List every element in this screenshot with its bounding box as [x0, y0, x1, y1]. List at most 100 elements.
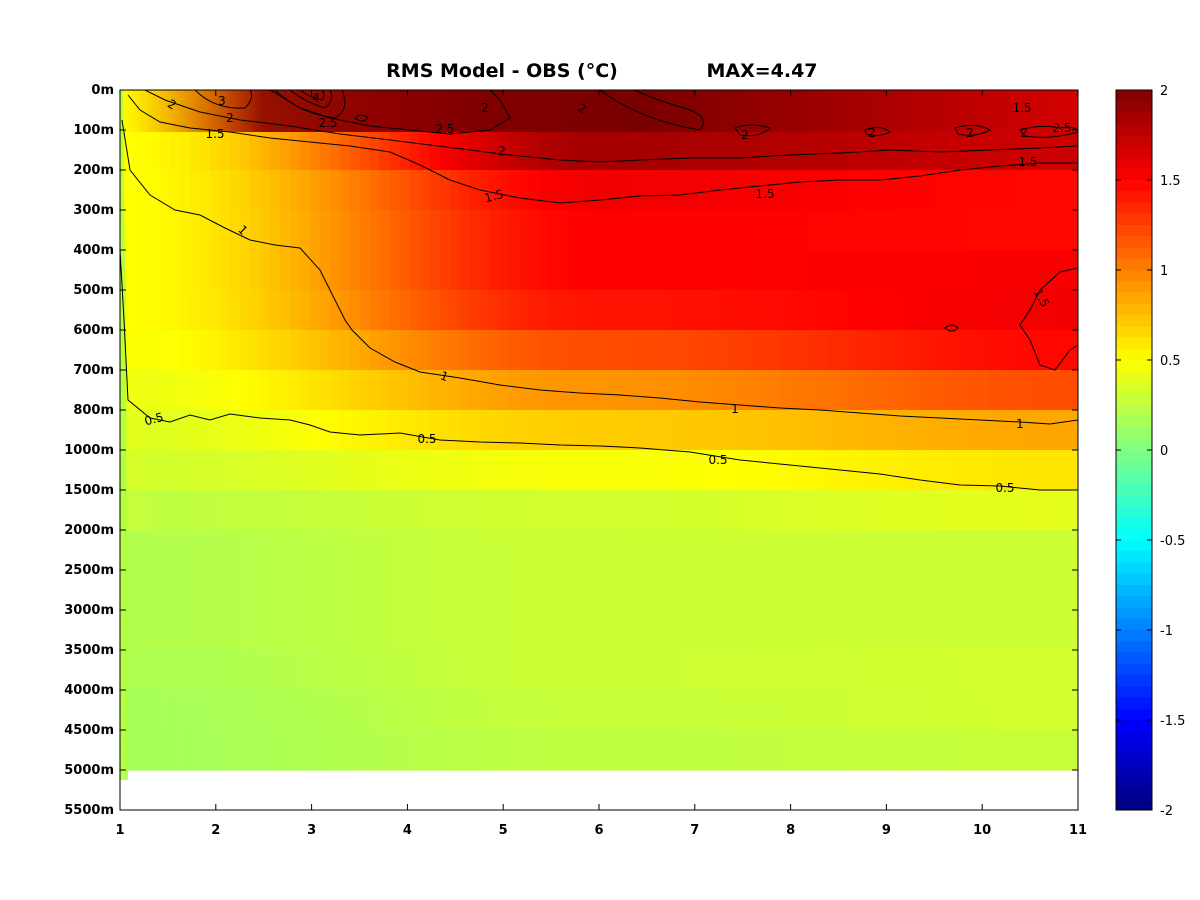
- heatmap-cell: [918, 410, 929, 451]
- heatmap-cell: [638, 490, 650, 531]
- heatmap-cell: [718, 450, 730, 491]
- heatmap-cell: [608, 290, 620, 331]
- heatmap-cell: [738, 570, 750, 611]
- heatmap-cell: [778, 410, 790, 451]
- heatmap-cell: [678, 610, 690, 651]
- x-tick-label: 1: [115, 823, 124, 838]
- colorbar-tick-label: 2: [1160, 84, 1168, 99]
- heatmap-cell: [758, 730, 770, 771]
- heatmap-cell: [998, 170, 1009, 211]
- heatmap-cell: [529, 490, 540, 531]
- heatmap-cell: [988, 330, 999, 371]
- heatmap-cell: [798, 410, 810, 451]
- heatmap-cell: [419, 170, 430, 211]
- heatmap-cell: [858, 410, 870, 451]
- heatmap-cell: [559, 490, 570, 531]
- colorbar-band: [1116, 292, 1152, 305]
- heatmap-cell: [529, 370, 540, 411]
- heatmap-cell: [149, 330, 161, 371]
- heatmap-cell: [489, 530, 500, 571]
- heatmap-cell: [389, 490, 401, 531]
- x-tick-label: 2: [211, 823, 220, 838]
- heatmap-cell: [928, 410, 939, 451]
- contour-label: 0.5: [995, 481, 1014, 495]
- heatmap-cell: [339, 170, 351, 211]
- heatmap-cell: [539, 250, 550, 291]
- heatmap-cell: [798, 690, 810, 731]
- heatmap-cell: [828, 290, 840, 331]
- heatmap-cell: [329, 130, 341, 171]
- heatmap-cell: [579, 250, 590, 291]
- heatmap-cell: [549, 130, 560, 171]
- heatmap-cell: [858, 250, 870, 291]
- heatmap-cell: [199, 610, 211, 651]
- heatmap-cell: [409, 730, 420, 771]
- heatmap-cell: [179, 690, 191, 731]
- heatmap-cell: [958, 130, 969, 171]
- heatmap-cell: [878, 450, 889, 491]
- heatmap-cell: [389, 690, 401, 731]
- heatmap-cell: [1048, 290, 1059, 331]
- heatmap-cell: [219, 250, 231, 291]
- heatmap-cell: [219, 210, 231, 251]
- heatmap-cell: [439, 210, 450, 251]
- heatmap-cell: [209, 170, 221, 211]
- heatmap-cell: [379, 290, 391, 331]
- heatmap-cell: [189, 130, 201, 171]
- colorbar-band: [1116, 112, 1152, 125]
- heatmap-cell: [738, 130, 750, 171]
- heatmap-cell: [239, 210, 251, 251]
- heatmap-cell: [429, 650, 440, 691]
- heatmap-cell: [928, 690, 939, 731]
- heatmap-cell: [658, 450, 670, 491]
- heatmap-cell: [399, 330, 410, 371]
- heatmap-cell: [379, 250, 391, 291]
- heatmap-cell: [299, 250, 311, 291]
- heatmap-cell: [748, 530, 760, 571]
- heatmap-cell: [638, 410, 650, 451]
- heatmap-cell: [189, 530, 201, 571]
- heatmap-cell: [519, 530, 530, 571]
- heatmap-cell: [718, 210, 730, 251]
- heatmap-cell: [838, 490, 850, 531]
- heatmap-cell: [409, 250, 420, 291]
- heatmap-cell: [209, 690, 221, 731]
- heatmap-cell: [329, 170, 341, 211]
- heatmap-cell: [209, 650, 221, 691]
- heatmap-cell: [339, 330, 351, 371]
- heatmap-cell: [579, 290, 590, 331]
- heatmap-cell: [489, 570, 500, 611]
- heatmap-cell: [539, 330, 550, 371]
- heatmap-cell: [209, 610, 221, 651]
- heatmap-cell: [399, 530, 410, 571]
- heatmap-cell: [648, 490, 660, 531]
- heatmap-cell: [509, 210, 520, 251]
- heatmap-cell: [539, 690, 550, 731]
- heatmap-cell: [339, 610, 351, 651]
- heatmap-cell: [698, 690, 710, 731]
- colorbar-tick-label: 1.5: [1160, 174, 1181, 189]
- heatmap-cell: [309, 570, 321, 611]
- heatmap-cell: [968, 210, 979, 251]
- heatmap-cell: [688, 130, 700, 171]
- heatmap-cell: [728, 650, 740, 691]
- heatmap-cell: [339, 490, 351, 531]
- heatmap-cell: [449, 130, 460, 171]
- heatmap-cell: [888, 370, 899, 411]
- heatmap-cell: [748, 370, 760, 411]
- heatmap-cell: [259, 490, 271, 531]
- heatmap-cell: [159, 730, 171, 771]
- heatmap-cell: [289, 450, 301, 491]
- heatmap-cell: [449, 290, 460, 331]
- heatmap-cell: [519, 450, 530, 491]
- heatmap-cell: [489, 370, 500, 411]
- heatmap-cell: [708, 490, 720, 531]
- y-tick-label: 2000m: [64, 523, 114, 538]
- heatmap-cell: [848, 610, 860, 651]
- heatmap-cell: [748, 610, 760, 651]
- heatmap-cell: [589, 290, 600, 331]
- colorbar-ticks: 21.510.50-0.5-1-1.5-2: [1116, 84, 1185, 819]
- heatmap-cell: [938, 170, 949, 211]
- heatmap-cell: [678, 250, 690, 291]
